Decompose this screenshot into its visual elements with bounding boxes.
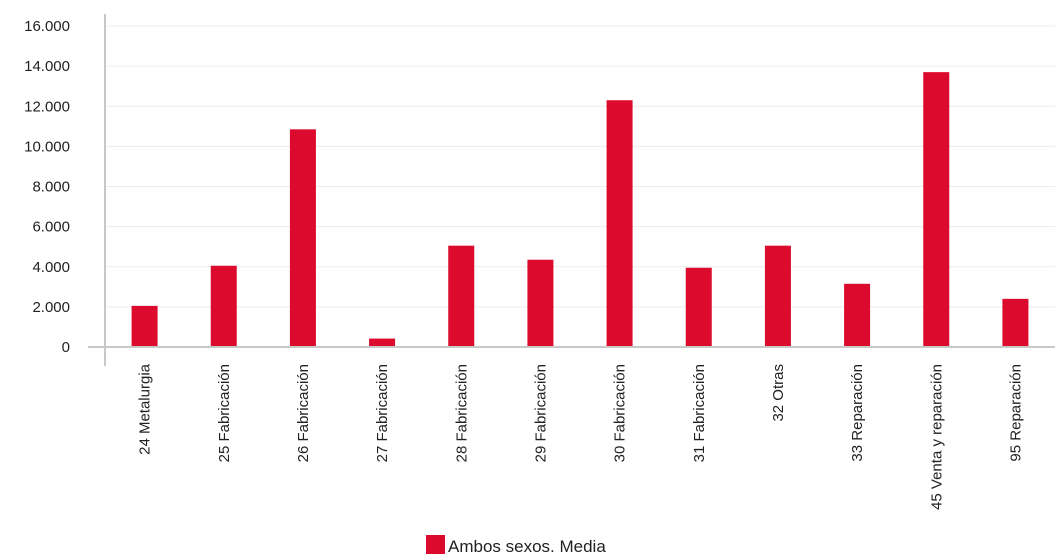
bar — [527, 259, 554, 347]
x-tick-label: 33 Reparación — [849, 364, 866, 462]
bars — [131, 72, 1029, 348]
bar — [448, 245, 475, 347]
bar — [764, 245, 791, 347]
x-tick-label: 25 Fabricación — [216, 364, 233, 462]
y-tick-label: 16.000 — [24, 18, 70, 35]
bar — [844, 283, 871, 347]
x-tick-label: 29 Fabricación — [532, 364, 549, 462]
bar — [685, 267, 712, 347]
bar — [369, 338, 396, 347]
y-tick-label: 8.000 — [32, 179, 70, 196]
x-tick-label: 28 Fabricación — [453, 364, 470, 462]
legend: Ambos sexos. Media — [426, 535, 606, 554]
gridlines — [105, 25, 1055, 308]
y-tick-label: 6.000 — [32, 219, 70, 236]
bar — [923, 72, 950, 348]
y-tick-label: 10.000 — [24, 138, 70, 155]
bar — [1002, 298, 1029, 347]
x-tick-label: 26 Fabricación — [295, 364, 312, 462]
x-tick-label: 31 Fabricación — [691, 364, 708, 462]
x-tick-label: 32 Otras — [770, 364, 787, 422]
x-tick-label: 27 Fabricación — [374, 364, 391, 462]
legend-swatch — [426, 535, 445, 554]
x-axis-labels: 24 Metalurgia 25 Fabricación 26 Fabricació… — [137, 363, 1025, 510]
bar — [210, 265, 237, 347]
y-tick-label: 4.000 — [32, 259, 70, 276]
y-tick-label: 14.000 — [24, 58, 70, 75]
x-tick-label: 95 Reparación — [1007, 364, 1024, 462]
y-tick-label: 12.000 — [24, 98, 70, 115]
x-tick-label: 24 Metalurgia — [137, 363, 154, 455]
bar — [606, 100, 633, 347]
y-tick-label: 2.000 — [32, 299, 70, 316]
y-tick-label: 0 — [62, 339, 70, 356]
x-tick-label: 45 Venta y reparación — [928, 364, 945, 510]
bar — [131, 305, 158, 347]
y-axis-ticks: 0 2.000 4.000 6.000 8.000 10.000 12.000 14.000 1… — [24, 18, 70, 356]
legend-label: Ambos sexos. Media — [448, 537, 606, 554]
x-tick-label: 30 Fabricación — [612, 364, 629, 462]
bar — [289, 129, 316, 347]
